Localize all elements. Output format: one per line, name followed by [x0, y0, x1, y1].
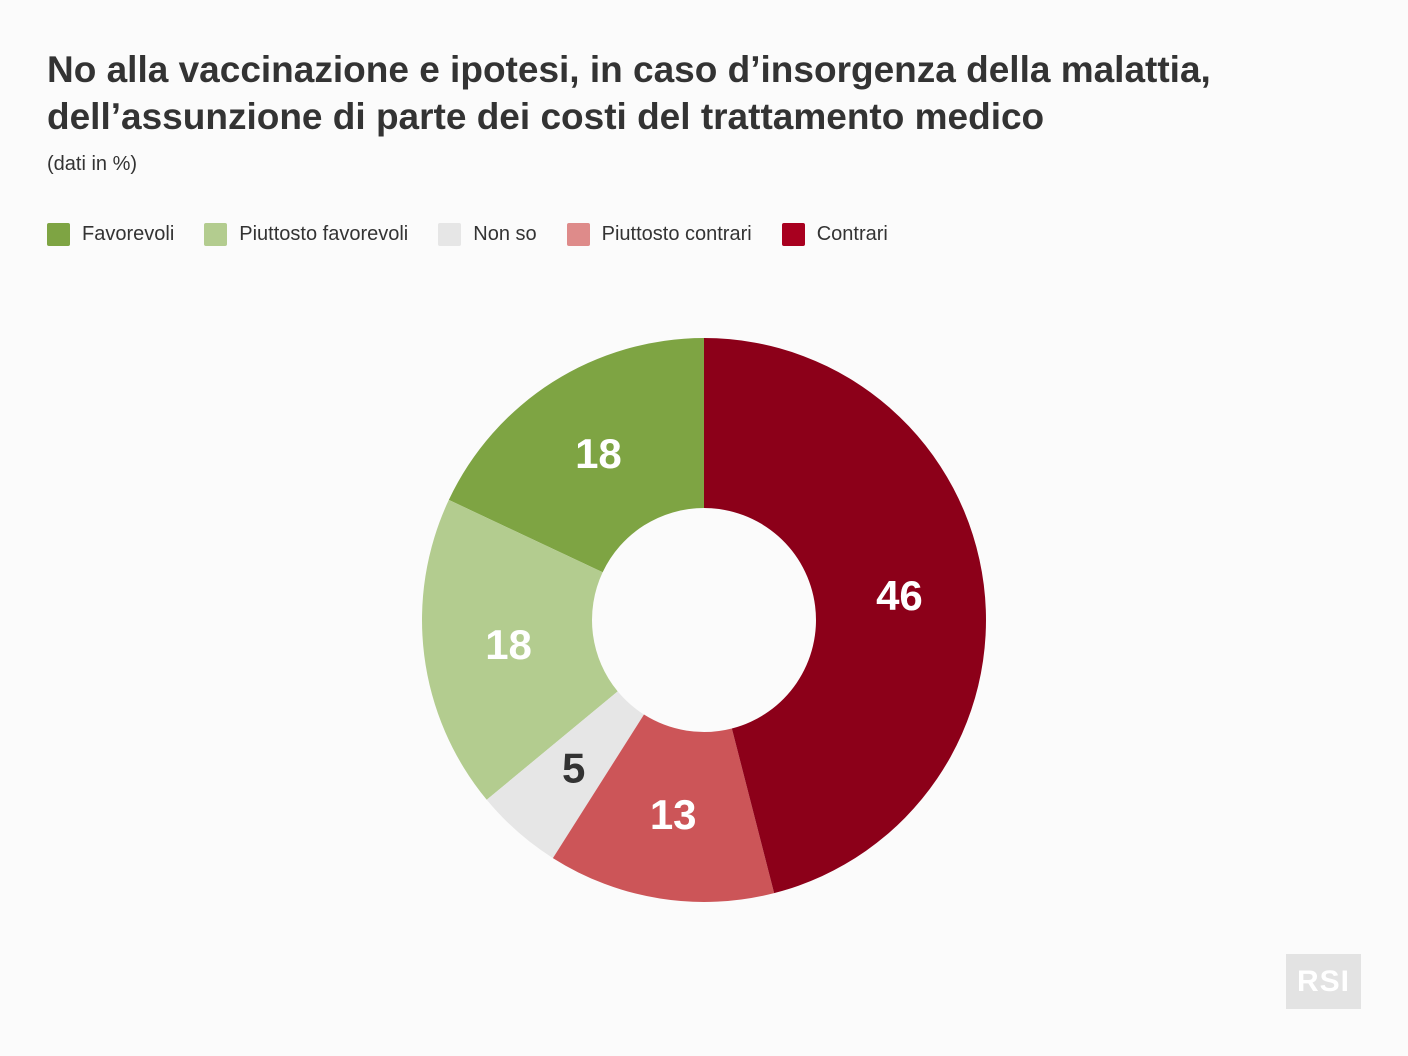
chart-legend: Favorevoli Piuttosto favorevoli Non so P…	[47, 220, 918, 248]
donut-slice-non-so	[486, 691, 644, 859]
legend-label-non-so: Non so	[473, 223, 537, 245]
legend-swatch-piuttosto-favorevoli	[204, 222, 228, 246]
donut-label-non-so: 5	[562, 744, 585, 791]
legend-swatch-favorevoli	[47, 222, 70, 246]
legend-swatch-contrari	[781, 222, 805, 246]
legend-swatch-non-so	[438, 222, 462, 246]
donut-slice-piuttosto-favorevoli	[422, 499, 618, 800]
donut-label-piuttosto-contrari: 13	[650, 791, 697, 838]
legend-item-favorevoli: Favorevoli	[47, 220, 174, 248]
chart-subtitle: (dati in %)	[47, 153, 138, 175]
donut-slice-contrari	[704, 338, 986, 894]
legend-label-piuttosto-favorevoli: Piuttosto favorevoli	[239, 223, 409, 245]
donut-label-piuttosto-favorevoli: 18	[485, 621, 532, 668]
legend-item-contrari: Contrari	[781, 220, 888, 248]
rsi-logo: RSI	[1286, 954, 1361, 1009]
donut-label-favorevoli: 18	[575, 430, 622, 477]
donut-slice-piuttosto-contrari	[552, 714, 775, 902]
legend-label-favorevoli: Favorevoli	[82, 223, 175, 245]
legend-item-piuttosto-contrari: Piuttosto contrari	[566, 220, 752, 248]
legend-label-piuttosto-contrari: Piuttosto contrari	[601, 223, 752, 245]
legend-swatch-piuttosto-contrari	[566, 222, 590, 246]
donut-slice-favorevoli	[448, 338, 704, 573]
chart-title-line-1: No alla vaccinazione e ipotesi, in caso …	[47, 49, 1211, 90]
chart-title: No alla vaccinazione e ipotesi, in caso …	[47, 46, 1347, 140]
legend-item-piuttosto-favorevoli: Piuttosto favorevoli	[204, 220, 408, 248]
chart-title-line-2: dell’assunzione di parte dei costi del t…	[47, 96, 1045, 137]
donut-label-contrari: 46	[876, 572, 923, 619]
legend-label-contrari: Contrari	[816, 223, 888, 245]
legend-item-non-so: Non so	[438, 220, 537, 248]
rsi-logo-text: RSI	[1296, 964, 1350, 998]
donut-chart: 18 18 5 13 46	[422, 338, 986, 902]
